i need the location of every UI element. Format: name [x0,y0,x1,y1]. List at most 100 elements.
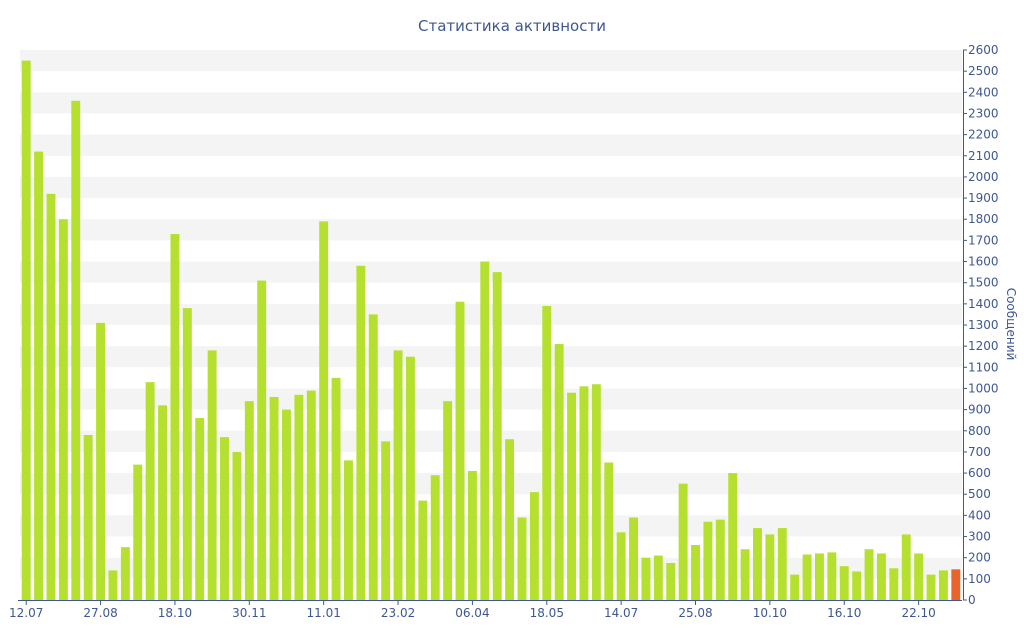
bar [480,261,490,600]
bar [34,151,44,601]
bar [517,517,527,600]
bar [616,532,626,600]
bar [542,305,552,600]
x-tick-label: 18.05 [530,606,564,620]
bar [938,570,948,600]
grid-band [20,388,962,410]
y-tick-label: 1900 [968,191,999,205]
bar [83,435,93,600]
y-tick-label: 1000 [968,381,999,395]
y-tick-label: 700 [968,445,991,459]
y-tick-label: 0 [968,593,976,607]
grid-band [20,346,962,368]
bars-group [21,60,961,601]
bar [777,528,787,600]
bar [108,570,118,600]
bar [405,356,415,600]
grid-band [20,473,962,495]
bar [876,553,886,600]
bar [232,451,242,600]
x-tick-label: 25.08 [678,606,712,620]
grid-band [20,176,962,199]
bar [703,521,713,600]
bar [356,265,366,600]
grid-band [20,134,962,156]
bar [381,441,391,600]
bar [269,396,279,600]
bar [182,308,192,600]
bar [393,350,403,600]
bar [331,377,341,600]
y-tick-label: 1500 [968,276,999,290]
bar [864,549,874,600]
bar [839,566,849,600]
bar [529,492,539,600]
y-tick-label: 200 [968,551,991,565]
bar [71,100,81,601]
y-tick-label: 600 [968,466,991,480]
bar [554,344,564,600]
y-tick-label: 1600 [968,255,999,269]
grid-bands [20,50,962,579]
bar [653,555,663,600]
bar [145,382,155,600]
bar [629,517,638,600]
bar [282,409,291,600]
y-tick-label: 400 [968,508,991,522]
y-tick-label: 2500 [968,64,999,78]
bar [790,574,800,600]
bar [740,549,750,600]
x-tick-label: 12.07 [9,606,43,620]
y-tick-label: 2100 [968,149,999,163]
bar [207,350,217,600]
bar [96,322,106,600]
bar [133,464,143,600]
y-tick-label: 1800 [968,212,999,226]
x-tick-label: 11.01 [306,606,340,620]
bar [319,221,329,600]
bar [344,460,353,600]
x-tick-label: 06.04 [455,606,489,620]
bar [120,547,130,600]
y-tick-label: 1200 [968,339,999,353]
bar [827,552,837,600]
bar [579,386,589,600]
bar [492,272,502,600]
y-tick-label: 300 [968,530,991,544]
x-axis: 12.07 27.08 18.10 30.11 11.01 23.02 06.04 18.05… [9,600,962,620]
y-tick-label: 100 [968,572,991,586]
x-tick-label: 27.08 [83,606,117,620]
bar [467,470,477,600]
grid-band [20,557,962,579]
grid-band [20,303,962,325]
bar [951,569,961,600]
bar [852,571,862,600]
bar [678,483,688,600]
grid-band [20,219,962,241]
grid-band [20,92,962,114]
grid-band [20,515,962,537]
bar [802,554,812,600]
bar [914,553,924,600]
y-tick-label: 2200 [968,128,999,142]
bar [591,384,601,600]
y-tick-label: 2400 [968,85,999,99]
bar [728,473,738,600]
bar [641,557,651,600]
bar [170,234,180,601]
x-tick-label: 14.07 [604,606,638,620]
y-tick-label: 1700 [968,233,999,247]
bar [815,553,824,600]
x-tick-label: 18.10 [158,606,192,620]
bar [306,390,316,600]
bar [158,405,167,600]
x-tick-label: 16.10 [827,606,861,620]
y-tick-label: 500 [968,487,991,501]
bar [195,418,205,600]
bar [220,437,229,600]
y-tick-label: 2600 [968,43,999,57]
bar [505,439,515,600]
y-axis-label: Сообщений [1004,288,1018,361]
x-tick-label: 30.11 [232,606,266,620]
